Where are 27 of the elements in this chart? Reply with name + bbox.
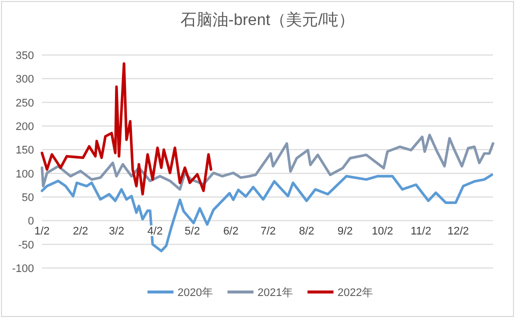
y-tick-label: 0 [28, 216, 34, 228]
y-tick-label: -100 [12, 263, 34, 275]
x-tick-label: 5/2 [184, 226, 200, 238]
x-tick-label: 11/2 [410, 226, 432, 238]
x-tick-label: 12/2 [448, 226, 469, 238]
x-tick-label: 7/2 [260, 226, 276, 238]
y-tick-label: 150 [16, 144, 34, 157]
y-tick-label: 200 [16, 121, 34, 133]
chart-title: 石脑油-brent（美元/吨） [180, 11, 355, 29]
x-tick-label: 8/2 [298, 226, 314, 238]
legend-label: 2022年 [338, 287, 373, 299]
y-tick-label: -50 [18, 239, 34, 252]
legend-label: 2021年 [258, 287, 293, 299]
legend-label: 2020年 [178, 287, 213, 299]
x-tick-label: 2/2 [72, 226, 88, 238]
y-tick-label: 300 [16, 74, 34, 86]
x-tick-label: 1/2 [34, 226, 50, 238]
line-series [40, 62, 212, 196]
y-tick-label: 100 [16, 168, 34, 180]
x-tick-label: 9/2 [338, 226, 353, 238]
x-tick-label: 6/2 [223, 226, 238, 238]
line-series [40, 134, 494, 191]
x-tick-label: 10/2 [372, 226, 394, 238]
y-tick-label: 250 [16, 97, 34, 110]
y-tick-label: 350 [16, 50, 34, 62]
y-tick-label: 50 [22, 192, 34, 204]
x-tick-label: 3/2 [108, 226, 124, 238]
